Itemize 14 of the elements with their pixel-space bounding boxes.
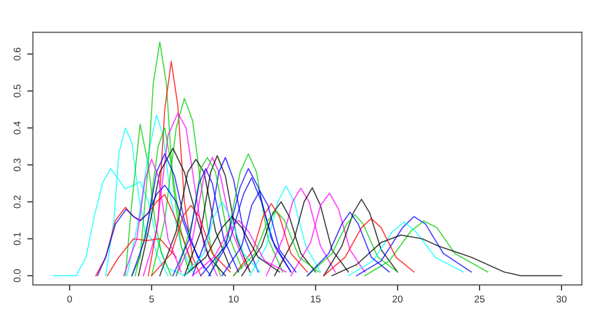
y-tick-label: 0.4 bbox=[14, 121, 21, 134]
y-tick-label: 0.5 bbox=[14, 84, 21, 98]
x-tick-label: 20 bbox=[392, 296, 403, 302]
y-tick-label: 0.6 bbox=[14, 48, 21, 60]
y-tick-label: 0.3 bbox=[14, 158, 21, 172]
x-tick-label: 5 bbox=[149, 296, 154, 302]
x-tick-label: 15 bbox=[310, 296, 321, 302]
x-tick-label: 10 bbox=[228, 296, 239, 302]
y-tick-label: 0.1 bbox=[14, 232, 21, 246]
x-tick-label: 30 bbox=[556, 296, 567, 302]
y-tick-label: 0.0 bbox=[14, 269, 21, 282]
x-tick-label: 25 bbox=[474, 296, 485, 302]
x-tick-label: 0 bbox=[67, 296, 72, 302]
y-tick-label: 0.2 bbox=[14, 196, 21, 208]
